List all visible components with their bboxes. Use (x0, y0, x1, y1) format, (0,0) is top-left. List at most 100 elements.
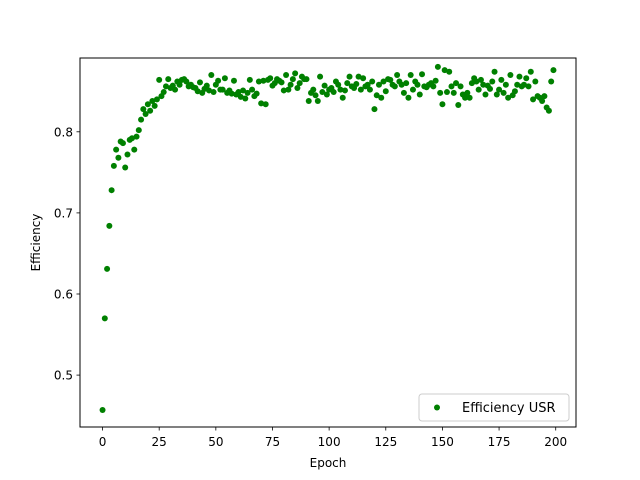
data-point (183, 78, 190, 85)
data-point (496, 86, 503, 93)
x-tick-label: 0 (99, 435, 107, 449)
data-point (434, 63, 441, 70)
data-point (369, 78, 376, 85)
data-point (500, 89, 507, 96)
data-point (550, 67, 557, 74)
data-point (131, 146, 138, 153)
data-point (140, 106, 147, 113)
data-point (414, 81, 421, 88)
data-point (468, 80, 475, 87)
data-point (160, 89, 167, 96)
data-point (149, 97, 156, 104)
data-point (285, 86, 292, 93)
data-point (208, 72, 215, 79)
legend-marker (434, 404, 440, 411)
data-point (330, 89, 337, 96)
data-point (278, 79, 285, 86)
data-point (505, 94, 512, 101)
data-point (439, 101, 446, 108)
data-point (151, 102, 158, 109)
data-point (162, 83, 169, 90)
data-point (303, 76, 310, 83)
data-point (283, 72, 290, 79)
data-point (196, 79, 203, 86)
data-point (491, 68, 498, 75)
data-point (511, 88, 518, 95)
data-point (477, 76, 484, 83)
data-point (446, 68, 453, 75)
data-point (507, 72, 514, 79)
data-point (246, 76, 253, 83)
data-point (323, 91, 330, 98)
data-point (375, 81, 382, 88)
data-point (405, 94, 412, 101)
data-point (448, 83, 455, 90)
x-axis: 0 25 50 75 100 125 150 175 200 (99, 427, 567, 449)
data-point (450, 89, 457, 96)
data-point (400, 89, 407, 96)
data-point (240, 87, 247, 94)
data-point (262, 101, 269, 108)
data-point (312, 92, 319, 99)
data-point (230, 77, 237, 84)
data-point (545, 107, 552, 114)
data-point (355, 73, 362, 80)
data-point (346, 73, 353, 80)
x-tick-label: 175 (488, 435, 511, 449)
data-point (382, 88, 389, 95)
y-tick-label: 0.7 (54, 206, 73, 220)
data-point (516, 73, 523, 80)
data-point (287, 81, 294, 88)
data-point (530, 96, 537, 103)
data-point (258, 100, 265, 107)
x-tick-label: 100 (318, 435, 341, 449)
data-point (113, 146, 120, 153)
data-point (373, 92, 380, 99)
data-point (194, 88, 201, 95)
data-point (156, 76, 163, 83)
data-point (129, 135, 135, 142)
data-point (138, 116, 145, 123)
data-point (337, 86, 344, 93)
y-tick-label: 0.8 (54, 125, 73, 139)
data-point (353, 80, 360, 87)
y-axis-label: Efficiency (29, 214, 43, 272)
y-tick-label: 0.5 (54, 369, 73, 383)
data-point (317, 73, 324, 80)
data-point (394, 72, 401, 79)
data-point (498, 76, 505, 83)
data-point (493, 91, 500, 98)
data-point (172, 86, 179, 93)
data-point (124, 151, 131, 158)
x-tick-label: 125 (374, 435, 397, 449)
data-point (289, 76, 296, 83)
data-point (215, 77, 222, 84)
data-point (319, 89, 326, 96)
data-point (144, 101, 151, 108)
data-point (487, 85, 494, 92)
data-point (310, 86, 317, 93)
data-point (253, 90, 260, 97)
data-point (407, 72, 414, 79)
data-point (104, 265, 111, 272)
data-point (548, 78, 555, 85)
x-tick-label: 200 (544, 435, 567, 449)
data-point (294, 85, 301, 92)
y-axis: 0.5 0.6 0.7 0.8 (54, 125, 80, 383)
data-point (176, 81, 183, 88)
data-point (409, 86, 416, 93)
data-point (321, 82, 328, 89)
data-point (502, 81, 509, 88)
data-point (430, 83, 437, 90)
data-point (514, 81, 521, 88)
data-point (364, 81, 371, 88)
data-point (280, 87, 287, 94)
data-point (457, 83, 464, 90)
data-point (249, 86, 256, 93)
x-tick-label: 50 (208, 435, 223, 449)
data-point (219, 86, 226, 93)
x-tick-label: 25 (152, 435, 167, 449)
data-point (453, 80, 460, 87)
data-point (475, 86, 482, 93)
